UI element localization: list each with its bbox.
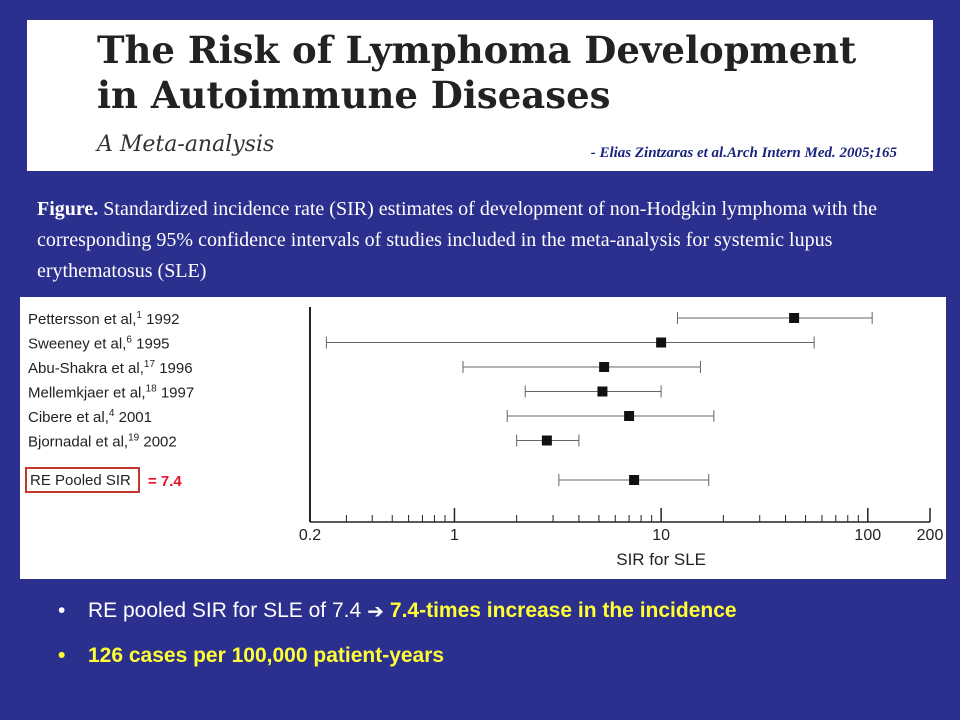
x-tick-label: 10 (652, 527, 670, 544)
slide-title: The Risk of Lymphoma Development in Auto… (97, 28, 857, 117)
bullet-text-1: RE pooled SIR for SLE of 7.4 (88, 599, 362, 622)
x-axis-title: SIR for SLE (616, 550, 706, 569)
pooled-value-label: = 7.4 (148, 473, 182, 490)
bullet-item-1: • RE pooled SIR for SLE of 7.4 ➔ 7.4-tim… (58, 596, 938, 626)
bullet-dot-icon: • (58, 644, 66, 667)
citation: - Elias Zintzaras et al.Arch Intern Med.… (590, 145, 897, 161)
study-point (624, 411, 635, 421)
x-tick-label: 100 (854, 527, 881, 544)
bullet-highlight-2: 126 cases per 100,000 patient-years (88, 644, 445, 667)
study-point (597, 386, 608, 397)
study-label: Pettersson et al,1 1992 (28, 310, 180, 328)
forest-plot: 0.2 1 10 100 200 SIR for SLE Pettersson et al,… (20, 297, 946, 579)
caption-label: Figure. (37, 198, 99, 220)
study-label: Mellemkjaer et al,18 1997 (28, 384, 194, 402)
pooled-label: RE Pooled SIR (30, 472, 131, 489)
caption-text: Standardized incidence rate (SIR) estima… (37, 198, 877, 282)
bullet-item-2: • 126 cases per 100,000 patient-years (58, 641, 938, 671)
bullet-dot-icon: • (58, 599, 66, 622)
figure-caption: Figure. Standardized incidence rate (SIR… (37, 194, 917, 287)
study-point (789, 313, 800, 323)
study-point (599, 362, 610, 372)
right-arrow-icon: ➔ (367, 600, 384, 623)
study-label: Sweeney et al,6 1995 (28, 335, 170, 353)
study-label: Abu-Shakra et al,17 1996 (28, 359, 193, 377)
bullet-list: • RE pooled SIR for SLE of 7.4 ➔ 7.4-tim… (58, 596, 938, 686)
pooled-point (629, 475, 640, 485)
pooled-label-box (25, 467, 140, 493)
forest-plot-svg: 0.2 1 10 100 200 SIR for SLE Pettersson et al,… (25, 307, 944, 569)
x-tick-label: 1 (450, 527, 459, 544)
x-tick-label: 0.2 (299, 527, 321, 544)
study-label: Bjornadal et al,19 2002 (28, 433, 177, 451)
slide-subtitle: A Meta-analysis (97, 132, 275, 157)
title-banner: The Risk of Lymphoma Development in Auto… (27, 20, 933, 171)
x-tick-label: 200 (917, 527, 944, 544)
bullet-highlight-1: 7.4-times increase in the incidence (389, 599, 737, 622)
study-point (656, 337, 667, 348)
study-point (541, 435, 552, 446)
study-label: Cibere et al,4 2001 (28, 408, 152, 426)
